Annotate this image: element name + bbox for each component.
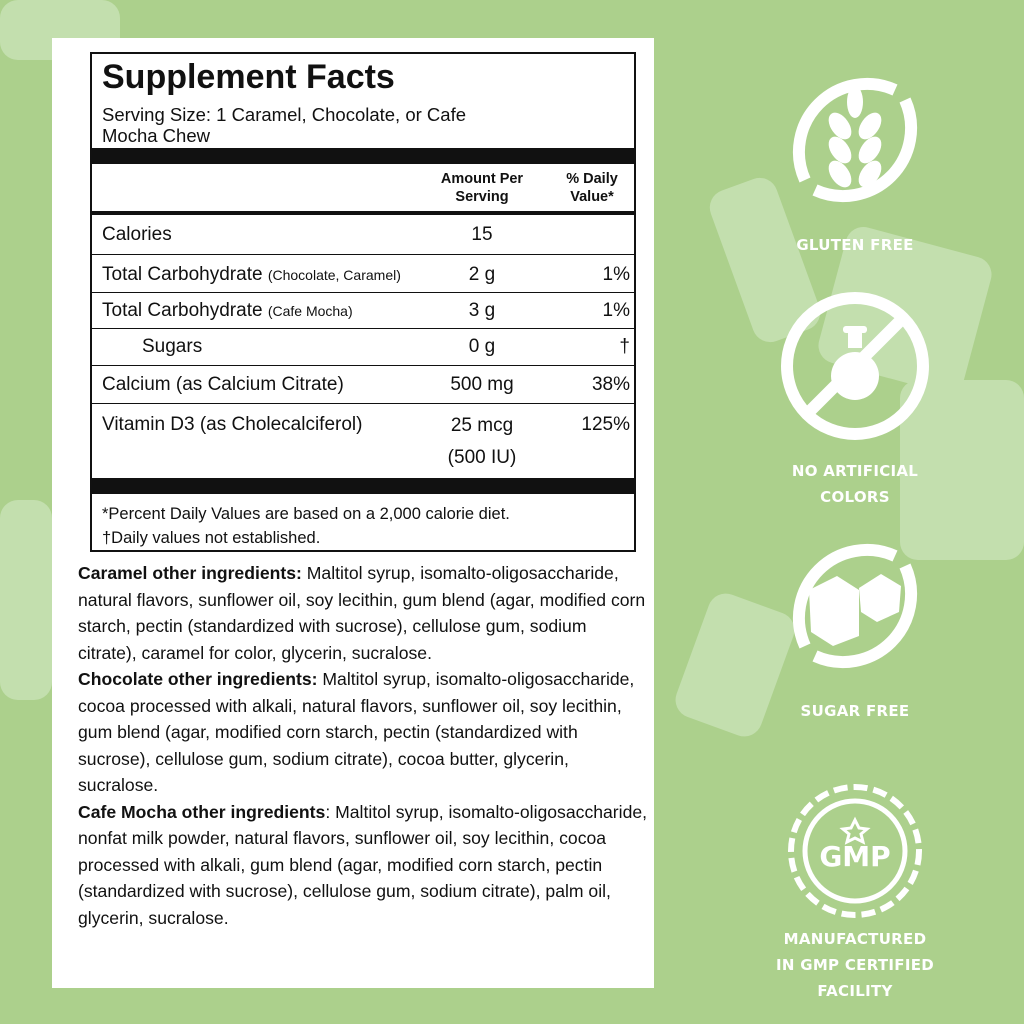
wheat-crossed-icon [792,77,918,203]
serving-size: Serving Size: 1 Caramel, Chocolate, or C… [102,104,467,146]
other-ingredients: Caramel other ingredients: Maltitol syru… [78,560,648,931]
row-divider [92,328,634,329]
supplement-facts-box: Supplement Facts Serving Size: 1 Caramel… [90,52,636,552]
footnotes: *Percent Daily Values are based on a 2,0… [102,505,510,547]
ingredients-cafe-mocha: Cafe Mocha other ingredients: Maltitol s… [78,801,648,928]
header-amount: Amount Per Serving [440,171,524,205]
bg-citrus-shape [0,500,52,700]
row-divider [92,403,634,404]
facts-title: Supplement Facts [102,58,395,96]
ingredients-caramel: Caramel other ingredients: Maltitol syru… [78,563,646,663]
row-divider [92,254,634,255]
svg-text:GMP: GMP [819,840,890,873]
supplement-panel: Supplement Facts Serving Size: 1 Caramel… [52,38,654,988]
badge-gmp: GMP MANUFACTURED IN GMP CERTIFIED FACILI… [770,776,940,1004]
bg-citrus-shape [900,380,1024,560]
ingredients-chocolate: Chocolate other ingredients: Maltitol sy… [78,669,635,795]
badge-no-artificial-colors: NO ARTIFICIAL COLORS [770,288,940,510]
flask-crossed-icon [781,292,929,440]
badge-gluten-free: GLUTEN FREE [770,62,940,258]
badge-sugar-free: SUGAR FREE [770,528,940,724]
divider-thick [92,478,634,494]
gmp-seal-icon: GMP [788,784,922,918]
row-divider [92,365,634,366]
row-divider [92,292,634,293]
header-daily-value: % Daily Value* [566,171,618,205]
divider-thick [92,148,634,164]
divider-medium [92,211,634,215]
sugar-cubes-crossed-icon [792,543,918,669]
